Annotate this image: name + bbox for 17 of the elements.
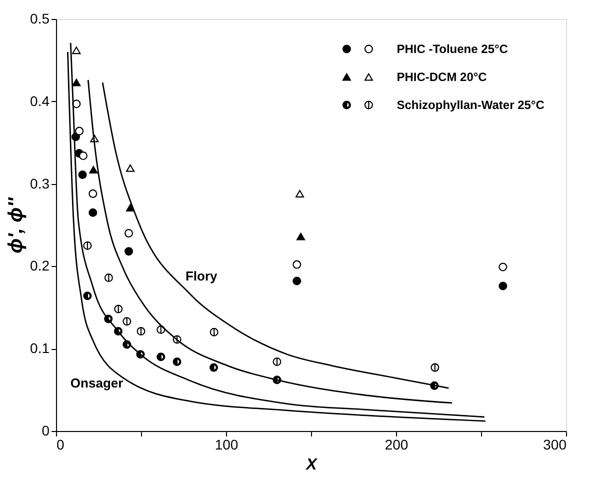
y-tick-label: 0.5: [30, 10, 50, 26]
legend-label: PHIC -Toluene 25°C: [396, 42, 508, 56]
x-tick-label: 0: [56, 436, 64, 452]
x-axis-title: X: [305, 456, 318, 474]
legend-label: Schizophyllan-Water 25°C: [396, 98, 545, 112]
x-tick-label: 100: [214, 436, 238, 452]
y-axis-title: ϕ', ϕ'': [5, 196, 28, 254]
annotation: Flory: [185, 268, 218, 284]
y-tick-label: 0.1: [30, 340, 50, 356]
x-tick-label: 300: [543, 436, 567, 452]
y-tick-label: 0.2: [30, 258, 50, 274]
annotation: Onsager: [70, 376, 124, 391]
y-tick-label: 0.4: [30, 92, 50, 109]
x-tick-label: 200: [384, 436, 408, 452]
legend-label: PHIC-DCM 20°C: [396, 70, 488, 84]
y-tick-label: 0: [42, 422, 50, 438]
y-tick-label: 0.3: [30, 175, 50, 192]
